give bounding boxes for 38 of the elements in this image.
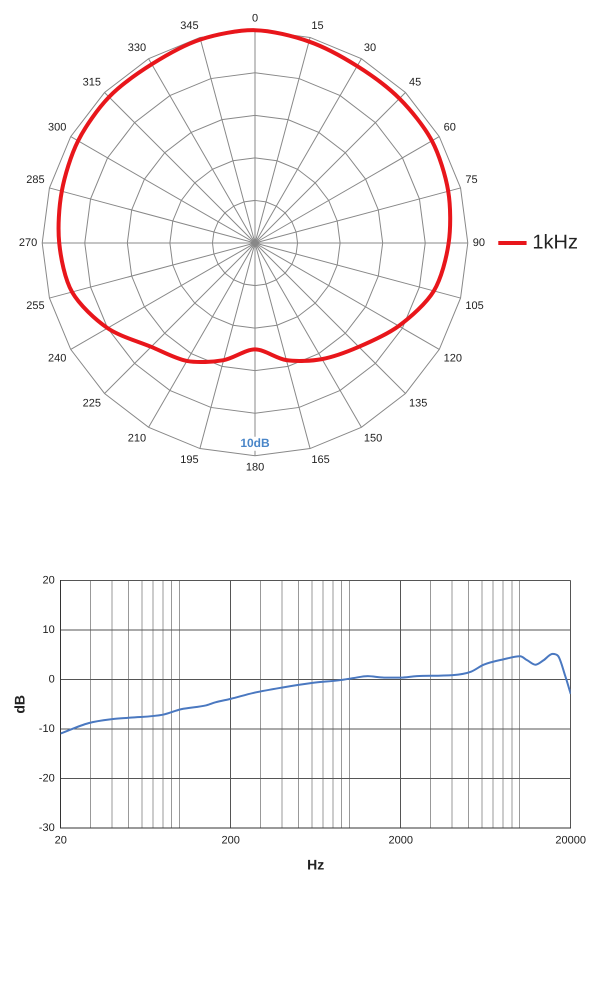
y-tick-label: 10	[42, 624, 55, 636]
spoke-label: 210	[128, 432, 146, 444]
spoke-label: 0	[252, 12, 258, 25]
y-tick-label: 0	[48, 674, 55, 686]
x-axis-title: Hz	[307, 856, 324, 872]
x-tick-label: 20000	[555, 834, 586, 847]
spoke-label: 240	[48, 352, 66, 365]
spoke-label: 270	[18, 237, 38, 250]
spoke-label: 300	[48, 122, 66, 134]
spoke-label: 135	[409, 398, 428, 410]
spoke-label: 150	[364, 432, 382, 444]
spoke-label: 45	[409, 76, 422, 88]
spoke-label: 180	[246, 461, 264, 474]
spoke-label: 75	[465, 174, 478, 186]
x-tick-label: 20	[54, 834, 67, 847]
y-tick-label: -10	[38, 723, 55, 736]
y-tick-label: -20	[38, 772, 55, 785]
y-tick-label: 20	[42, 574, 55, 587]
spoke-label: 255	[26, 300, 45, 312]
spoke-label: 165	[311, 454, 330, 466]
spoke-label: 120	[444, 352, 462, 365]
x-tick-label: 2000	[388, 834, 413, 847]
spoke-label: 285	[26, 174, 45, 186]
spoke-label: 345	[180, 20, 199, 32]
spoke-label: 90	[472, 237, 486, 250]
spoke-label: 195	[180, 454, 199, 466]
spoke-label: 330	[128, 42, 146, 54]
spoke-label: 15	[311, 20, 324, 32]
legend-label: 1kHz	[532, 232, 578, 254]
spoke-label: 225	[82, 398, 101, 410]
x-tick-label: 200	[222, 834, 240, 847]
y-axis-title: dB	[11, 694, 28, 714]
spoke-label: 105	[465, 300, 484, 312]
spoke-label: 30	[364, 42, 376, 54]
spoke-label: 60	[444, 122, 456, 134]
y-tick-label: -30	[38, 822, 55, 834]
spoke-label: 315	[82, 76, 101, 88]
text: 10dB	[240, 436, 270, 450]
